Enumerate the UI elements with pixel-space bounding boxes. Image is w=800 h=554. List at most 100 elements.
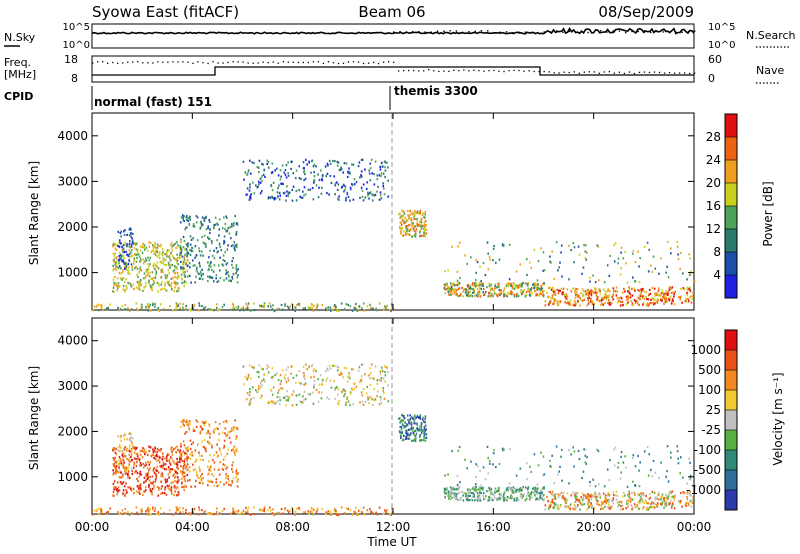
- power-cell: [582, 266, 585, 269]
- power-cell: [184, 253, 186, 256]
- velocity-cell: [673, 496, 676, 500]
- power-cell: [181, 281, 183, 285]
- power-cell: [216, 303, 218, 306]
- power-cell: [92, 309, 94, 312]
- velocity-cell: [597, 483, 600, 486]
- nave-dot: [398, 70, 400, 72]
- power-cell: [682, 287, 685, 290]
- velocity-cell: [478, 494, 481, 497]
- velocity-cell: [595, 495, 598, 498]
- power-cell: [638, 297, 641, 300]
- velocity-cell: [361, 394, 364, 397]
- velocity-cell: [354, 510, 356, 514]
- velocity-cell: [670, 456, 672, 459]
- power-cell: [401, 209, 403, 212]
- power-cell: [113, 275, 116, 279]
- power-cell: [188, 216, 191, 219]
- power-cell: [227, 273, 230, 277]
- velocity-cell: [125, 489, 127, 492]
- power-cell: [184, 247, 186, 250]
- velocity-cell: [453, 494, 455, 497]
- velocity-cell: [114, 461, 117, 464]
- velocity-cell: [119, 446, 121, 449]
- power-cell: [625, 262, 627, 265]
- nave-dot: [132, 61, 134, 63]
- power-cell: [475, 281, 477, 285]
- velocity-cell: [620, 455, 622, 459]
- velocity-cell: [670, 506, 673, 509]
- power-cell: [246, 173, 248, 176]
- velocity-cell: [596, 495, 599, 498]
- power-cell: [155, 265, 158, 268]
- power-cell: [602, 303, 605, 306]
- power-cell: [584, 250, 587, 253]
- power-cell: [633, 287, 636, 290]
- power-cell: [119, 253, 122, 256]
- power-cell: [638, 289, 641, 292]
- power-cell: [187, 242, 189, 245]
- velocity-cell: [344, 393, 346, 396]
- power-cell: [623, 287, 625, 291]
- velocity-cell: [227, 431, 230, 434]
- velocity-cell: [231, 480, 233, 483]
- power-cell: [303, 186, 306, 189]
- velocity-cell: [151, 487, 154, 491]
- power-cell: [117, 306, 119, 310]
- velocity-cell: [384, 374, 387, 377]
- power-cell: [456, 284, 458, 287]
- power-cell: [232, 244, 234, 247]
- velocity-cell: [131, 472, 134, 476]
- velocity-cell: [506, 487, 508, 490]
- y-tick-label: 3000: [57, 379, 88, 393]
- velocity-cell: [380, 366, 383, 369]
- velocity-cell: [406, 434, 408, 437]
- velocity-cell: [248, 364, 251, 367]
- velocity-cell: [601, 502, 604, 505]
- velocity-cell: [247, 506, 250, 509]
- velocity-cell: [130, 436, 132, 439]
- power-cell: [526, 288, 529, 291]
- power-cell: [261, 305, 264, 308]
- power-cell: [115, 243, 117, 246]
- power-cell: [174, 286, 176, 289]
- velocity-cell: [128, 476, 131, 480]
- velocity-cell: [457, 485, 459, 489]
- velocity-cell: [475, 489, 477, 493]
- power-cell: [373, 183, 376, 186]
- power-cell: [198, 263, 201, 266]
- power-cell: [137, 275, 139, 279]
- power-cell: [259, 192, 262, 195]
- velocity-cell: [122, 455, 124, 458]
- velocity-cell: [274, 402, 277, 405]
- power-cell: [575, 293, 577, 297]
- velocity-cell: [113, 488, 115, 491]
- velocity-cell: [97, 513, 100, 516]
- velocity-cell: [112, 456, 115, 460]
- power-cell: [531, 292, 533, 295]
- power-cell: [170, 282, 173, 285]
- power-cell: [530, 289, 533, 292]
- velocity-cell: [131, 437, 134, 440]
- velocity-cell: [209, 479, 211, 482]
- velocity-colorbar-tick-label: -1000: [686, 483, 721, 497]
- power-cell: [418, 224, 420, 227]
- power-cell: [355, 302, 357, 306]
- velocity-cell: [236, 428, 239, 431]
- power-cell: [588, 290, 591, 293]
- power-cell: [303, 194, 305, 197]
- power-cell: [148, 305, 151, 308]
- velocity-cell: [506, 495, 509, 499]
- velocity-cell: [225, 467, 228, 470]
- velocity-cell: [119, 458, 122, 461]
- power-cell: [211, 308, 214, 312]
- velocity-cell: [160, 475, 162, 478]
- power-cell: [663, 297, 666, 300]
- velocity-cell: [121, 509, 124, 512]
- power-cell: [223, 242, 225, 245]
- velocity-cell: [148, 509, 151, 512]
- velocity-cell: [130, 449, 133, 452]
- velocity-cell: [135, 490, 138, 493]
- power-cell: [377, 185, 379, 188]
- velocity-cell: [666, 496, 669, 499]
- power-cell: [679, 267, 681, 271]
